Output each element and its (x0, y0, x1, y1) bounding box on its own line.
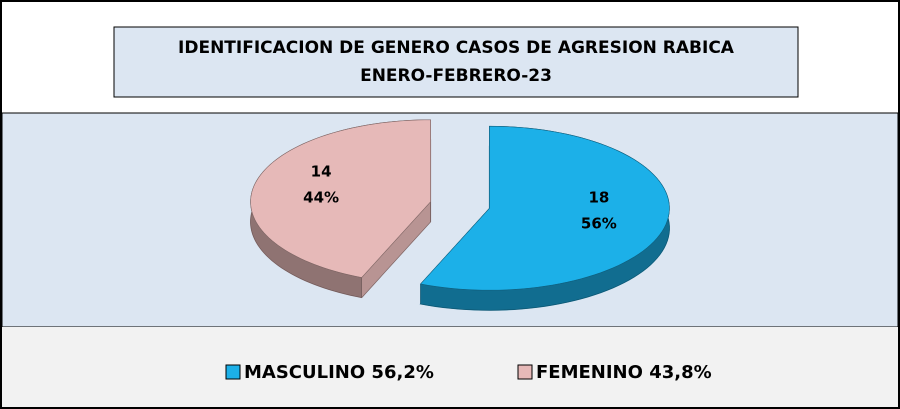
legend-area (2, 327, 898, 407)
legend-swatch (517, 364, 533, 380)
pie-slice (419, 125, 670, 291)
legend-swatch (225, 364, 241, 380)
data-label-percent: 56% (581, 215, 617, 233)
data-label: 18 (588, 189, 609, 207)
title-box (113, 26, 799, 98)
pie-slice (250, 119, 431, 278)
chart-subtitle: ENERO-FEBRERO-23 (360, 66, 552, 86)
legend-label: MASCULINO 56,2% (244, 362, 434, 383)
chart-title: IDENTIFICACION DE GENERO CASOS DE AGRESI… (178, 38, 735, 58)
data-label: 14 (311, 162, 332, 180)
legend-label: FEMENINO 43,8% (536, 362, 712, 383)
data-label-percent: 44% (303, 188, 339, 206)
